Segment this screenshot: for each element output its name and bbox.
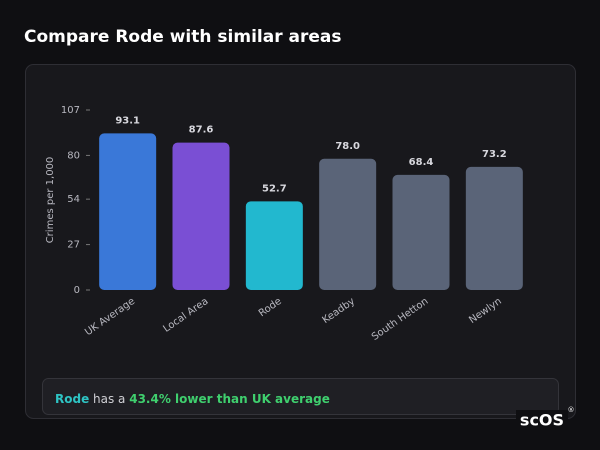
y-axis-label: Crimes per 1,000 [45,157,56,244]
value-label: 73.2 [482,149,507,160]
y-tick-label: 80 [67,150,80,161]
value-label: 87.6 [189,125,214,136]
value-label: 93.1 [115,115,140,126]
value-label: 52.7 [262,183,287,194]
value-label: 68.4 [409,157,434,168]
bar [392,174,450,290]
summary: Rode has a 43.4% lower than UK average [55,392,330,406]
logo-mark: ® [568,406,575,414]
y-tick-label: 107 [61,105,80,116]
y-tick-label: 54 [67,194,80,205]
summary-box [42,378,559,415]
logo: scOS [520,411,564,430]
bar [319,158,377,290]
heading: Compare Rode with similar areas [24,27,341,47]
summary-text: has a [89,392,129,406]
bar [172,142,230,290]
bar [465,166,523,290]
value-label: 78.0 [335,141,360,152]
y-tick-label: 0 [74,285,80,296]
bar [245,201,303,290]
bar [99,133,157,290]
summary-place: Rode [55,392,89,406]
logo-box [516,410,568,430]
summary-highlight: 43.4% lower than UK average [129,392,330,406]
y-tick-label: 27 [67,240,80,251]
